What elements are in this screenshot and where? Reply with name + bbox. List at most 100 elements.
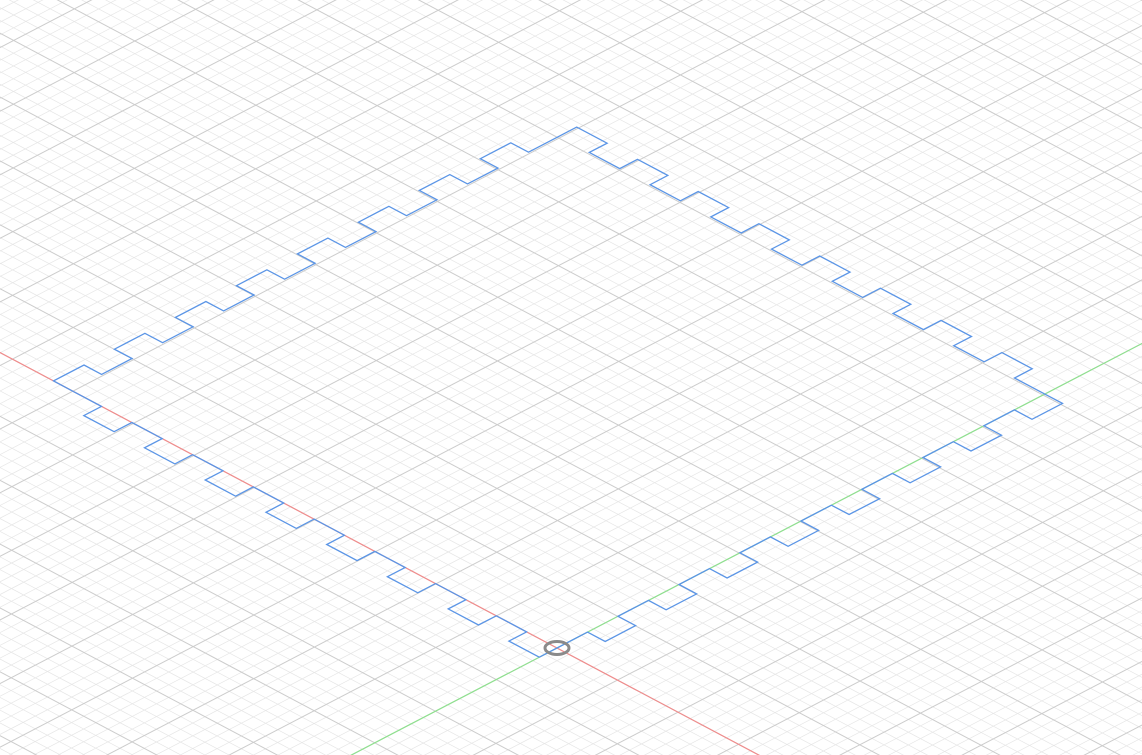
grid-line	[0, 0, 854, 755]
grid-line	[0, 0, 1035, 755]
grid-line	[77, 0, 1142, 755]
grid-line	[0, 0, 624, 668]
grid-line	[91, 416, 1142, 755]
grid-line	[0, 446, 915, 755]
grid-line	[0, 427, 952, 755]
grid-line	[0, 50, 1142, 755]
grid-line	[0, 98, 1142, 755]
grid-line	[0, 0, 1096, 755]
grid-line	[0, 629, 563, 755]
grid-line	[0, 579, 660, 755]
grid-line	[0, 0, 745, 732]
grid-line	[0, 0, 697, 706]
grid-line	[0, 433, 939, 755]
grid-line	[188, 468, 1142, 755]
grid-line	[0, 452, 903, 755]
grid-line	[0, 0, 890, 755]
grid-line	[284, 0, 1142, 755]
grid-line	[0, 573, 672, 755]
grid-line	[0, 199, 1142, 755]
grid-line	[0, 0, 721, 719]
grid-line	[41, 0, 1142, 755]
grid-line	[0, 0, 963, 755]
sketch-profile-outline[interactable]	[54, 127, 1063, 657]
grid-line	[0, 149, 1142, 755]
grid-line	[0, 269, 1142, 755]
grid-line	[0, 547, 721, 755]
grid-line	[0, 465, 879, 755]
grid-line	[42, 391, 1142, 755]
grid-line	[0, 83, 1142, 755]
